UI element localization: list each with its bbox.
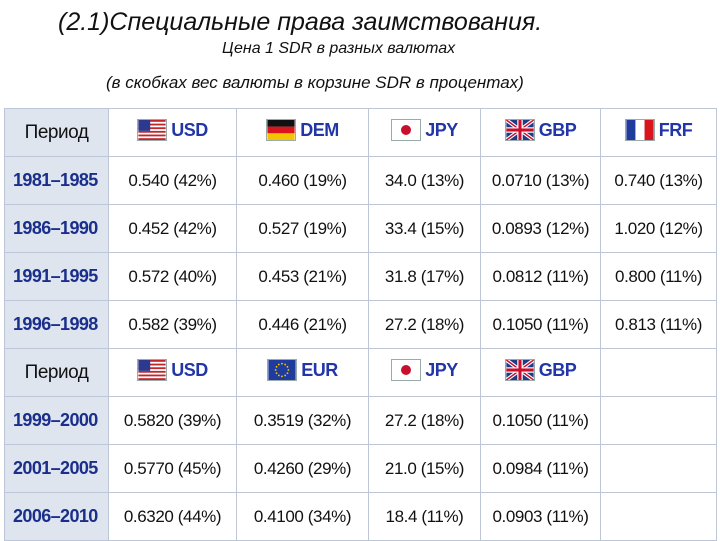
table-row: 2006–2010 0.6320 (44%) 0.4100 (34%) 18.4… bbox=[4, 492, 717, 541]
value-cell: 0.452 (42%) bbox=[108, 204, 237, 253]
period-cell: 1999–2000 bbox=[4, 396, 109, 445]
german-flag-icon bbox=[266, 119, 297, 141]
table-row: 1986–1990 0.452 (42%) 0.527 (19%) 33.4 (… bbox=[4, 204, 717, 253]
page-note: (в скобках вес валюты в корзине SDR в пр… bbox=[106, 73, 524, 92]
value-cell: 0.3519 (32%) bbox=[236, 396, 369, 445]
value-cell: 0.6320 (44%) bbox=[108, 492, 237, 541]
currency-header-jpy: JPY bbox=[368, 348, 481, 397]
table-row: 1991–1995 0.572 (40%) 0.453 (21%) 31.8 (… bbox=[4, 252, 717, 301]
uk-flag-icon bbox=[504, 119, 535, 141]
value-cell: 0.0903 (11%) bbox=[480, 492, 601, 541]
currency-header-eur: EUR bbox=[236, 348, 369, 397]
period-cell: 2006–2010 bbox=[4, 492, 109, 541]
table1-header-row: Период USD bbox=[4, 108, 717, 157]
empty-cell bbox=[600, 492, 717, 541]
currency-code: EUR bbox=[301, 359, 338, 380]
value-cell: 18.4 (11%) bbox=[368, 492, 481, 541]
eu-flag-icon bbox=[267, 359, 298, 381]
value-cell: 0.4100 (34%) bbox=[236, 492, 369, 541]
value-cell: 0.527 (19%) bbox=[236, 204, 369, 253]
japan-flag-icon bbox=[391, 359, 422, 381]
currency-code: GBP bbox=[538, 359, 577, 380]
currency-code: GBP bbox=[538, 119, 577, 140]
currency-header-usd: USD bbox=[108, 108, 237, 157]
currency-header-frf: FRF bbox=[600, 108, 717, 157]
value-cell: 0.4260 (29%) bbox=[236, 444, 369, 493]
table-row: 2001–2005 0.5770 (45%) 0.4260 (29%) 21.0… bbox=[4, 444, 717, 493]
currency-code: USD bbox=[171, 359, 208, 380]
value-cell: 31.8 (17%) bbox=[368, 252, 481, 301]
japan-flag-icon bbox=[391, 119, 422, 141]
currency-header-gbp: GBP bbox=[480, 348, 601, 397]
value-cell: 0.800 (11%) bbox=[600, 252, 717, 301]
value-cell: 0.1050 (11%) bbox=[480, 396, 601, 445]
value-cell: 0.0984 (11%) bbox=[480, 444, 601, 493]
currency-header-dem: DEM bbox=[236, 108, 369, 157]
currency-header-usd: USD bbox=[108, 348, 237, 397]
value-cell: 33.4 (15%) bbox=[368, 204, 481, 253]
currency-code: USD bbox=[171, 119, 208, 140]
value-cell: 0.5770 (45%) bbox=[108, 444, 237, 493]
value-cell: 0.582 (39%) bbox=[108, 300, 237, 349]
value-cell: 27.2 (18%) bbox=[368, 300, 481, 349]
table-row: 1981–1985 0.540 (42%) 0.460 (19%) 34.0 (… bbox=[4, 156, 717, 205]
value-cell: 0.460 (19%) bbox=[236, 156, 369, 205]
us-flag-icon bbox=[137, 119, 168, 141]
value-cell: 0.540 (42%) bbox=[108, 156, 237, 205]
us-flag-icon bbox=[137, 359, 168, 381]
empty-cell bbox=[600, 348, 717, 397]
period-header: Период bbox=[4, 108, 109, 157]
value-cell: 21.0 (15%) bbox=[368, 444, 481, 493]
sdr-rates-table: Период USD bbox=[4, 108, 717, 541]
value-cell: 0.453 (21%) bbox=[236, 252, 369, 301]
currency-code: DEM bbox=[300, 119, 339, 140]
period-header: Период bbox=[4, 348, 109, 397]
value-cell: 27.2 (18%) bbox=[368, 396, 481, 445]
period-cell: 2001–2005 bbox=[4, 444, 109, 493]
value-cell: 0.0893 (12%) bbox=[480, 204, 601, 253]
table-row: 1999–2000 0.5820 (39%) 0.3519 (32%) 27.2… bbox=[4, 396, 717, 445]
value-cell: 0.740 (13%) bbox=[600, 156, 717, 205]
period-cell: 1981–1985 bbox=[4, 156, 109, 205]
value-cell: 0.572 (40%) bbox=[108, 252, 237, 301]
table-row: 1996–1998 0.582 (39%) 0.446 (21%) 27.2 (… bbox=[4, 300, 717, 349]
value-cell: 0.1050 (11%) bbox=[480, 300, 601, 349]
value-cell: 34.0 (13%) bbox=[368, 156, 481, 205]
currency-header-gbp: GBP bbox=[480, 108, 601, 157]
empty-cell bbox=[600, 444, 717, 493]
value-cell: 0.0812 (11%) bbox=[480, 252, 601, 301]
period-cell: 1996–1998 bbox=[4, 300, 109, 349]
table2-header-row: Период USD bbox=[4, 348, 717, 397]
page-subtitle: Цена 1 SDR в разных валютах bbox=[222, 40, 456, 57]
value-cell: 0.813 (11%) bbox=[600, 300, 717, 349]
france-flag-icon bbox=[624, 119, 655, 141]
value-cell: 0.446 (21%) bbox=[236, 300, 369, 349]
value-cell: 0.5820 (39%) bbox=[108, 396, 237, 445]
page-title: (2.1)Специальные права заимствования. bbox=[58, 8, 543, 36]
currency-header-jpy: JPY bbox=[368, 108, 481, 157]
currency-code: FRF bbox=[658, 119, 693, 140]
uk-flag-icon bbox=[504, 359, 535, 381]
empty-cell bbox=[600, 396, 717, 445]
value-cell: 1.020 (12%) bbox=[600, 204, 717, 253]
currency-code: JPY bbox=[425, 119, 458, 140]
value-cell: 0.0710 (13%) bbox=[480, 156, 601, 205]
currency-code: JPY bbox=[425, 359, 458, 380]
period-cell: 1991–1995 bbox=[4, 252, 109, 301]
period-cell: 1986–1990 bbox=[4, 204, 109, 253]
